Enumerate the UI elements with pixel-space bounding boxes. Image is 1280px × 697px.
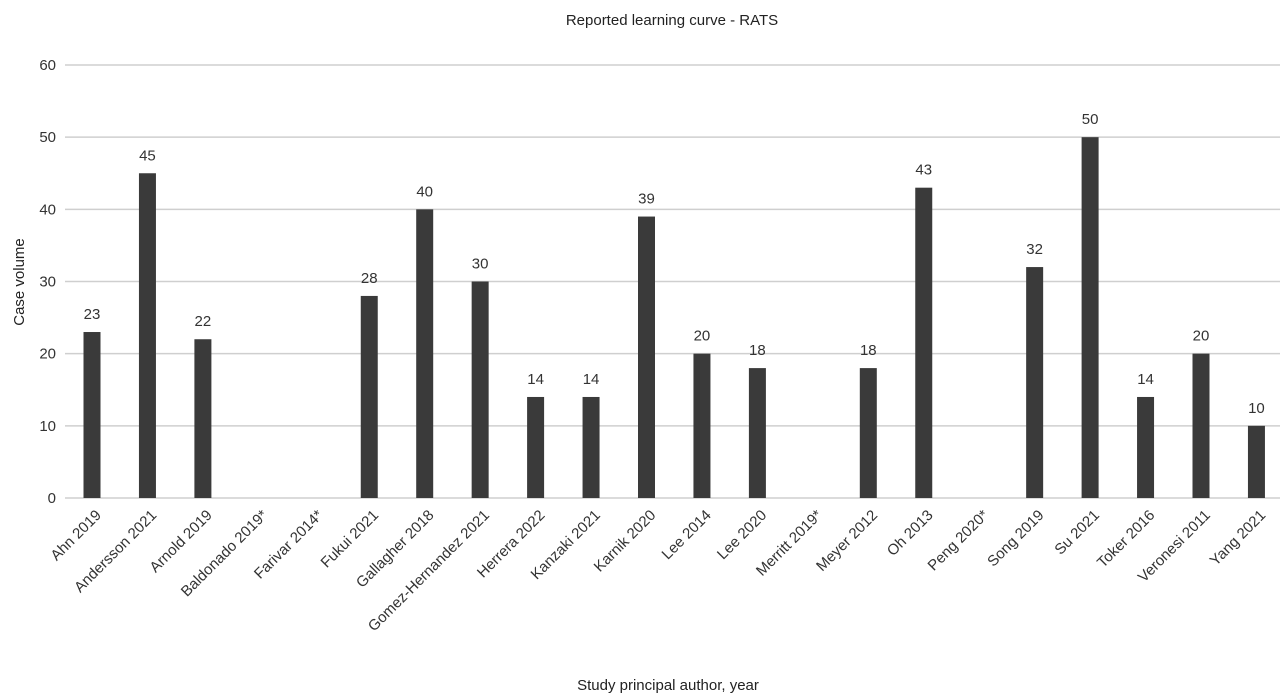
x-tick-label: Ahn 2019 [47, 507, 104, 564]
data-label: 18 [860, 342, 877, 359]
bar [360, 295, 378, 498]
x-tick-label: Song 2019 [984, 507, 1047, 570]
y-axis-label: Case volume [11, 238, 28, 326]
data-label: 14 [1137, 371, 1154, 388]
x-axis-label: Study principal author, year [577, 677, 759, 694]
bar [1137, 396, 1155, 498]
data-label: 20 [694, 328, 711, 345]
bar [138, 173, 156, 498]
data-label: 43 [915, 162, 932, 179]
chart-title: Reported learning curve - RATS [566, 12, 778, 29]
x-tick-label: Lee 2014 [659, 507, 715, 563]
data-label: 45 [139, 147, 156, 164]
bar [1247, 425, 1265, 498]
data-label: 18 [749, 342, 766, 359]
y-tick-label: 60 [39, 57, 56, 74]
bar [471, 281, 489, 498]
bar [527, 396, 545, 498]
bar [1081, 137, 1099, 498]
bar [194, 339, 212, 498]
y-tick-label: 10 [39, 418, 56, 435]
bar [1192, 353, 1210, 498]
y-tick-label: 50 [39, 129, 56, 146]
data-label: 10 [1248, 400, 1265, 417]
x-tick-label: Oh 2013 [884, 507, 937, 560]
data-label: 40 [416, 183, 433, 200]
y-tick-label: 40 [39, 201, 56, 218]
bar [915, 187, 933, 498]
y-tick-label: 20 [39, 346, 56, 363]
bar [859, 368, 877, 498]
gridlines [65, 64, 1280, 499]
data-label: 30 [472, 256, 489, 273]
data-label: 14 [527, 371, 544, 388]
bars [83, 137, 1265, 499]
y-tick-label: 30 [39, 274, 56, 291]
data-label: 50 [1082, 111, 1099, 128]
bar [1026, 267, 1044, 498]
x-tick-label: Yang 2021 [1207, 507, 1270, 570]
bar [83, 332, 101, 498]
x-tick-label: Su 2021 [1051, 507, 1103, 559]
data-label: 39 [638, 191, 655, 208]
data-label: 23 [84, 306, 101, 323]
data-label: 28 [361, 270, 378, 287]
data-label: 14 [583, 371, 600, 388]
bar [416, 209, 434, 499]
bar [582, 396, 600, 498]
data-label: 20 [1193, 328, 1210, 345]
data-label: 22 [195, 313, 212, 330]
x-tick-label: Peng 2020* [925, 507, 993, 575]
bar [748, 368, 766, 498]
bar [693, 353, 711, 498]
bar [638, 216, 655, 499]
y-axis-ticks: 0 10 20 30 40 50 60 [39, 57, 56, 507]
y-tick-label: 0 [48, 490, 56, 507]
x-tick-label: Lee 2020 [714, 507, 770, 563]
data-labels: 23 45 22 28 40 30 14 14 39 20 18 18 43 32 50 14 20 10 [84, 111, 1265, 417]
data-label: 32 [1026, 241, 1043, 258]
